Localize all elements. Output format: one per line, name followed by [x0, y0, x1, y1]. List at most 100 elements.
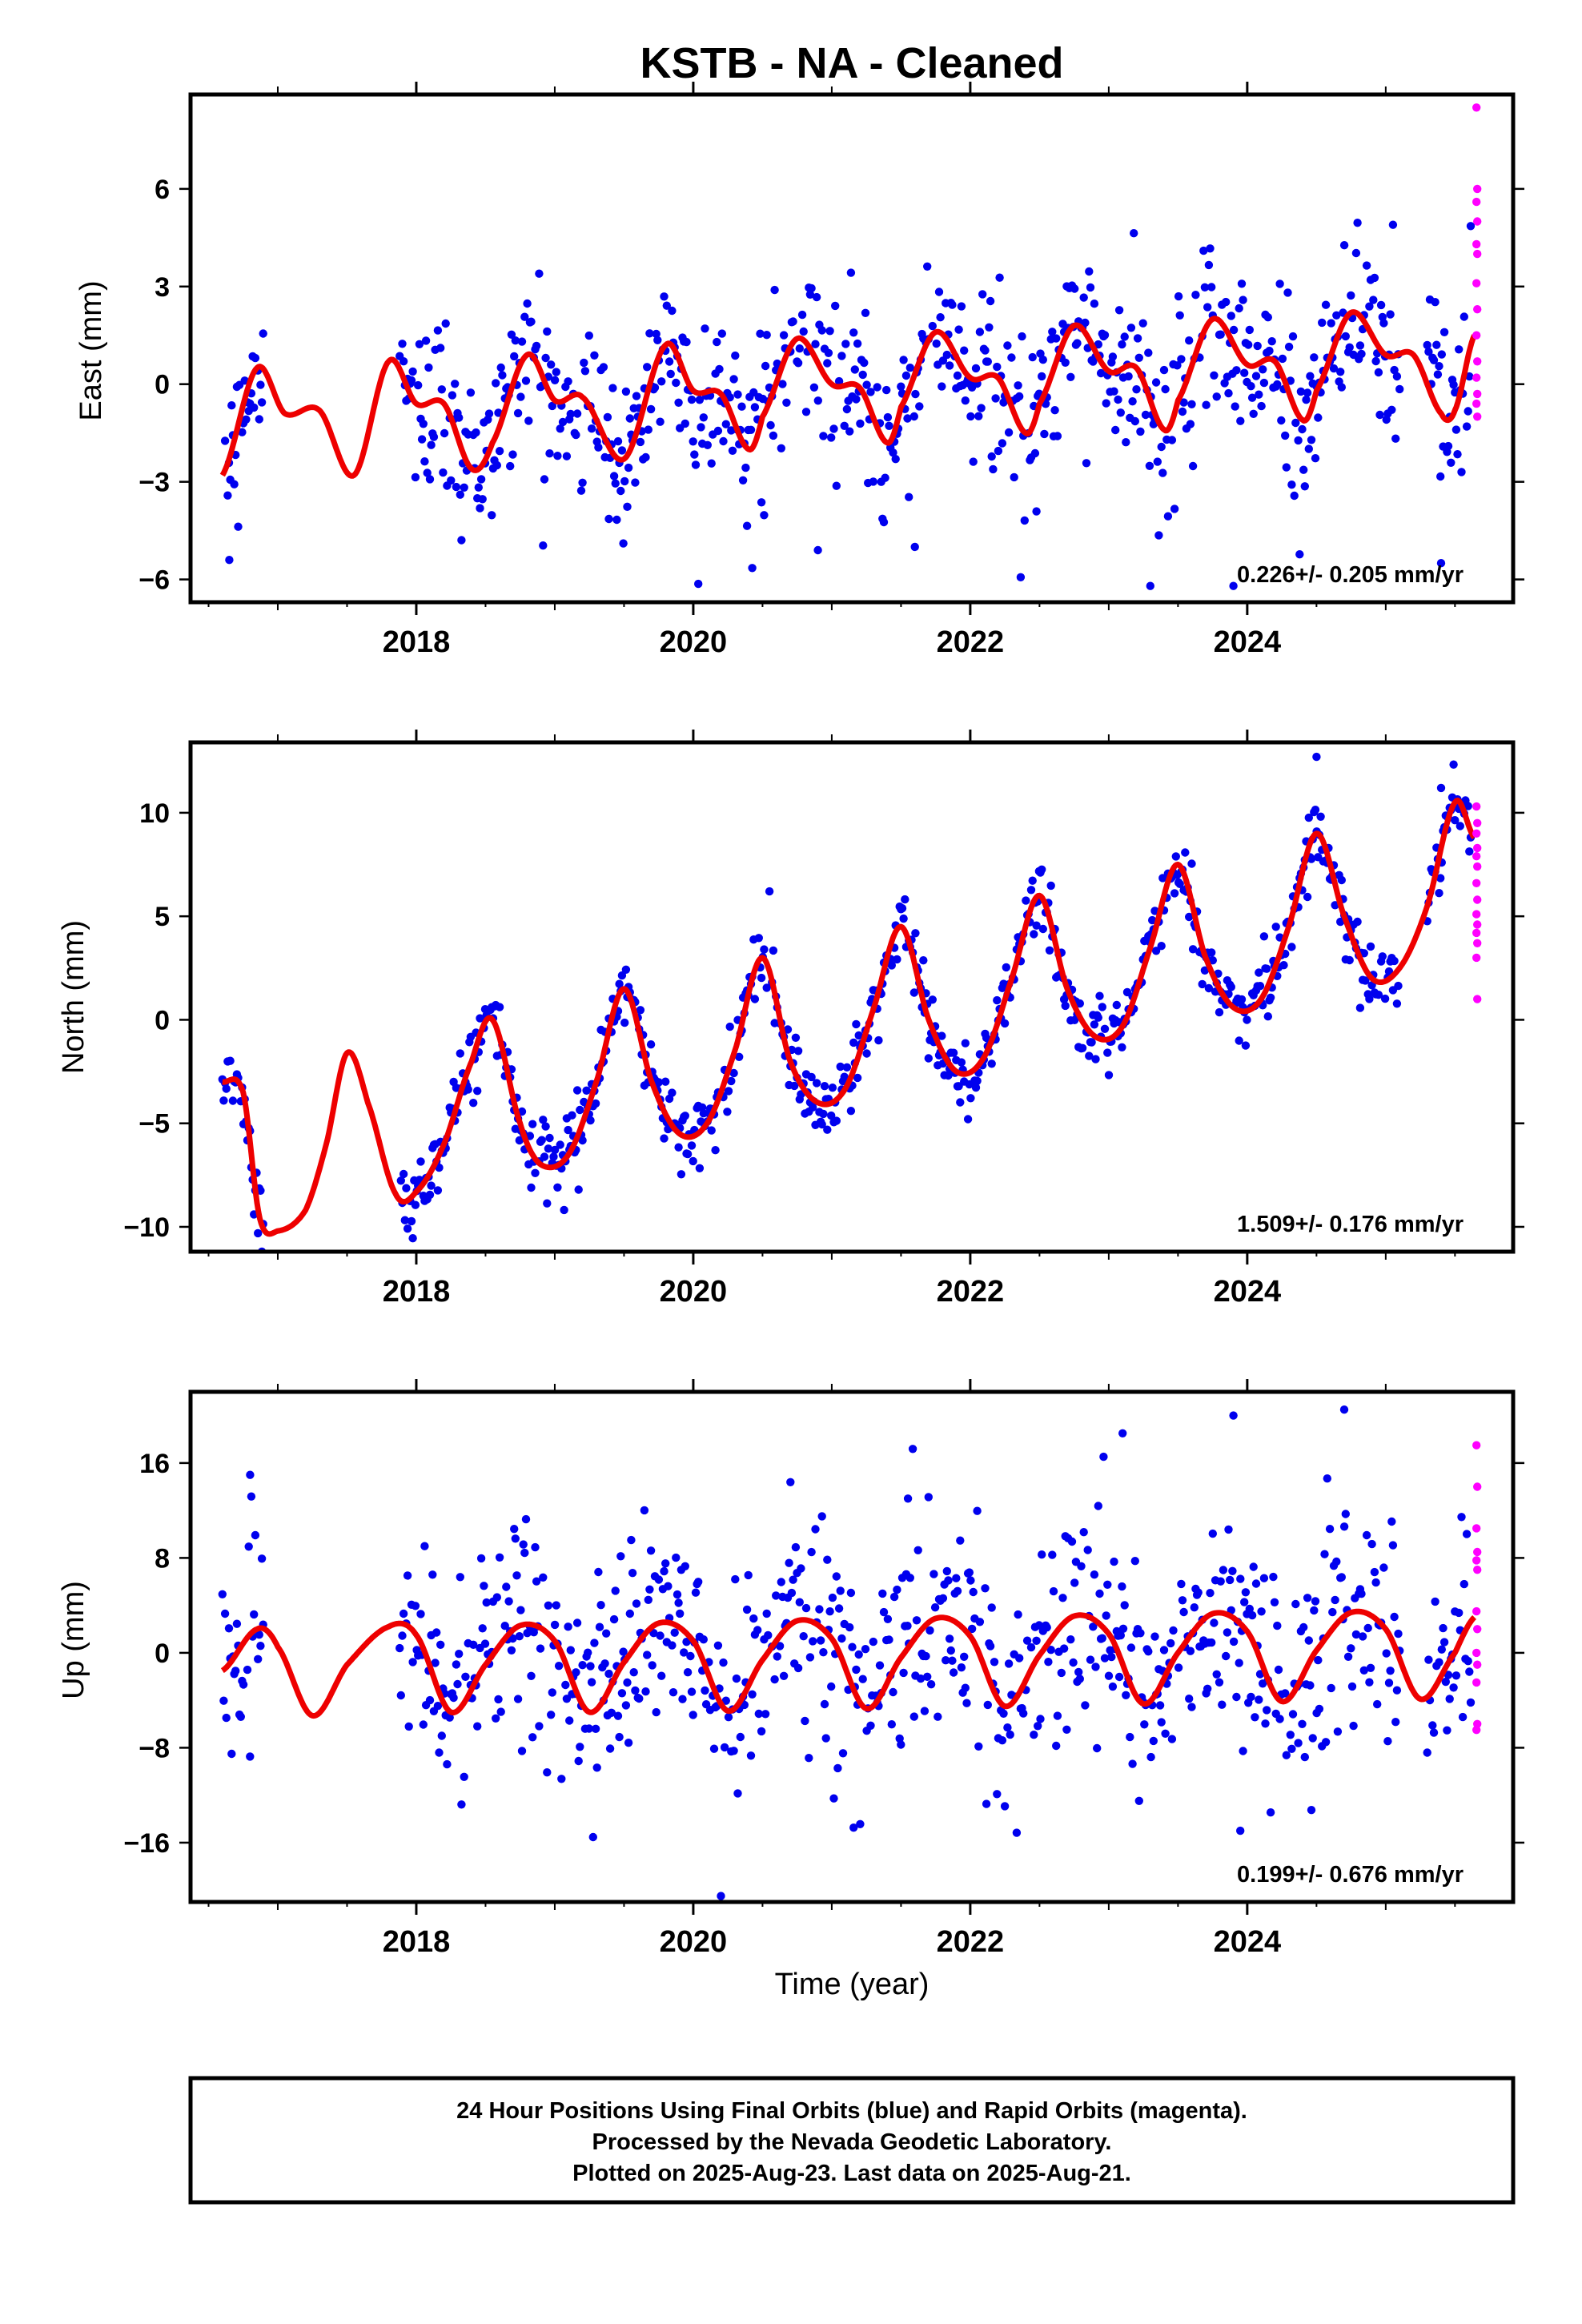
up-final-point [254, 1655, 263, 1663]
up-final-point [1203, 1684, 1212, 1693]
up-final-point [786, 1478, 795, 1487]
east-final-point [1048, 328, 1057, 336]
east-final-point [1391, 434, 1400, 443]
east-final-point [653, 336, 662, 344]
up-final-point [1150, 1632, 1159, 1641]
up-final-point [1022, 1636, 1032, 1645]
east-final-point [508, 450, 517, 459]
east-final-point [1082, 459, 1091, 468]
up-final-point [1298, 1719, 1307, 1728]
north-final-point [1157, 942, 1166, 951]
up-model-curve [220, 1608, 1477, 1719]
up-final-point [1365, 1678, 1374, 1687]
east-final-point [521, 376, 531, 385]
east-final-point [1173, 361, 1182, 370]
east-final-point [866, 388, 875, 396]
north-y-tick-label: 10 [139, 798, 170, 829]
north-final-point [874, 1035, 883, 1045]
north-final-point [617, 971, 627, 980]
east-final-point [750, 403, 760, 412]
east-final-point [746, 425, 756, 434]
up-final-point [648, 1661, 656, 1670]
east-final-point [707, 459, 716, 468]
north-final-point [1087, 1038, 1096, 1047]
east-final-point [1362, 261, 1371, 270]
north-final-point [762, 983, 771, 992]
up-final-point [1107, 1652, 1116, 1662]
east-final-point [1273, 380, 1282, 389]
east-final-point [472, 428, 480, 437]
up-final-point [1249, 1562, 1258, 1571]
up-final-point [713, 1641, 723, 1650]
east-final-point [1207, 283, 1216, 292]
east-final-point [1265, 346, 1274, 356]
up-final-point [1090, 1570, 1099, 1579]
east-final-point [1255, 390, 1263, 399]
east-final-point [1138, 319, 1147, 328]
east-final-point [578, 478, 587, 487]
east-final-point [797, 310, 807, 320]
east-final-point [225, 556, 234, 565]
north-final-point [957, 1058, 966, 1067]
east-final-point [690, 450, 699, 459]
up-final-point [476, 1554, 486, 1563]
east-final-point [616, 486, 625, 496]
up-final-point [975, 1618, 985, 1626]
north-final-point [769, 946, 778, 955]
up-final-point [1383, 1737, 1392, 1746]
up-final-point [469, 1640, 478, 1649]
north-rapid-point [1473, 895, 1482, 904]
up-final-point [632, 1599, 641, 1608]
east-final-point [668, 306, 677, 316]
up-final-point [999, 1709, 1008, 1718]
up-final-point [396, 1691, 405, 1700]
north-final-point [402, 1184, 411, 1192]
up-final-point [1134, 1796, 1144, 1805]
east-final-point [823, 359, 832, 368]
up-final-point [1052, 1741, 1061, 1751]
up-final-point [419, 1720, 428, 1729]
east-final-point [1443, 441, 1453, 451]
east-final-point [433, 326, 443, 335]
east-final-point [936, 313, 945, 322]
up-final-point [815, 1605, 824, 1614]
east-final-point [1130, 416, 1140, 426]
east-final-point [1283, 288, 1292, 297]
up-final-point [1287, 1744, 1296, 1753]
east-final-point [420, 457, 429, 466]
east-final-point [891, 455, 900, 464]
up-final-point [787, 1588, 797, 1598]
up-final-point [1038, 1550, 1046, 1559]
north-final-point [887, 961, 897, 970]
east-final-point [1244, 340, 1253, 349]
north-final-point [1181, 848, 1190, 857]
east-final-point [799, 327, 808, 336]
east-final-point [777, 444, 785, 452]
east-final-point [1298, 424, 1307, 434]
up-final-point [1177, 1579, 1186, 1589]
north-final-point [219, 1096, 228, 1105]
east-rapid-point [1472, 197, 1481, 207]
up-final-point [680, 1648, 689, 1657]
east-final-point [834, 376, 844, 386]
up-final-point [437, 1731, 446, 1740]
east-final-point [507, 330, 516, 339]
north-final-point [956, 1098, 965, 1107]
north-final-point [757, 973, 766, 983]
east-final-point [587, 424, 596, 433]
up-final-point [817, 1512, 826, 1521]
east-final-point [594, 443, 603, 452]
east-final-point [1288, 332, 1298, 341]
up-final-point [974, 1742, 983, 1751]
east-final-point [837, 352, 846, 360]
up-final-point [519, 1540, 528, 1549]
north-final-point [537, 1136, 546, 1144]
up-final-point [1179, 1607, 1188, 1617]
east-final-point [625, 414, 634, 423]
up-final-point [923, 1672, 932, 1681]
east-final-point [981, 346, 990, 355]
east-final-point [782, 398, 791, 407]
east-final-point [779, 331, 789, 340]
east-final-point [1249, 409, 1258, 418]
east-final-point [1028, 352, 1037, 362]
